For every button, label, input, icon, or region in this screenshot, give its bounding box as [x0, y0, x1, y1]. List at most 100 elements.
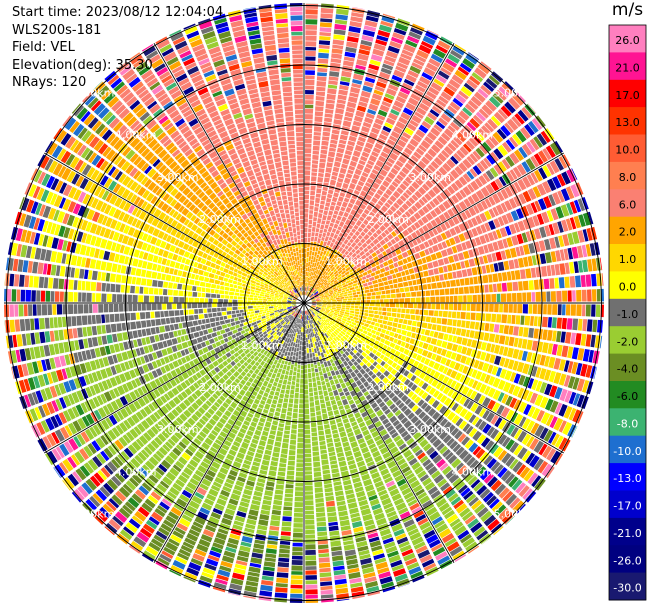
gate — [349, 416, 356, 423]
gate — [172, 464, 182, 473]
gate — [374, 193, 381, 200]
gate — [172, 530, 184, 539]
gate — [521, 350, 528, 362]
gate — [139, 527, 152, 538]
gate — [426, 432, 435, 441]
gate — [346, 36, 359, 43]
gate — [452, 443, 462, 453]
gate — [304, 223, 308, 227]
gate — [309, 250, 312, 256]
gate — [513, 258, 519, 269]
gate — [306, 310, 309, 316]
gate — [306, 291, 308, 296]
gate — [549, 278, 555, 289]
gate — [415, 514, 427, 523]
gate — [443, 333, 449, 341]
gate — [141, 502, 153, 513]
gate — [305, 267, 308, 272]
gate — [314, 203, 320, 207]
gate — [304, 291, 306, 295]
gate — [378, 307, 382, 311]
gate — [319, 316, 324, 320]
gate — [304, 194, 310, 200]
gate — [474, 178, 483, 188]
gate — [411, 231, 418, 239]
gate — [401, 82, 413, 91]
gate — [421, 382, 429, 390]
gate — [455, 372, 462, 381]
gate — [316, 287, 321, 292]
gate — [379, 493, 390, 501]
gate — [474, 331, 480, 340]
ray — [310, 308, 537, 503]
gate — [397, 139, 407, 148]
gate — [219, 431, 228, 438]
gate — [288, 403, 293, 408]
gate — [177, 428, 186, 436]
gate — [216, 574, 229, 582]
gate — [295, 315, 299, 320]
gate — [297, 437, 304, 443]
gate — [450, 121, 460, 131]
gate — [391, 395, 400, 403]
gate — [380, 303, 385, 307]
gate — [358, 159, 366, 166]
gate — [331, 175, 338, 181]
gate — [550, 251, 557, 263]
gate — [494, 304, 499, 313]
gate — [156, 483, 168, 493]
gate — [309, 314, 312, 320]
gate — [382, 243, 389, 250]
gate — [395, 423, 403, 431]
gate — [215, 578, 228, 585]
gate — [369, 337, 376, 343]
gate — [341, 307, 345, 310]
gate — [354, 285, 359, 289]
gate — [297, 428, 304, 433]
gate — [205, 524, 216, 533]
gate — [511, 116, 522, 128]
gate — [452, 271, 457, 279]
gate — [284, 497, 293, 502]
gate — [442, 485, 453, 495]
gate — [304, 424, 310, 430]
gate — [366, 292, 372, 296]
gate — [164, 426, 174, 436]
gate — [67, 473, 79, 487]
gate — [161, 459, 172, 470]
gate — [262, 373, 267, 379]
gate — [297, 339, 300, 343]
gate — [563, 375, 571, 387]
gate — [356, 391, 363, 398]
gate — [333, 192, 339, 198]
gate — [558, 359, 566, 371]
gate — [295, 338, 299, 344]
gate — [192, 374, 199, 382]
gate — [328, 328, 333, 333]
gate — [345, 427, 353, 434]
gate — [323, 279, 327, 283]
gate — [358, 549, 370, 556]
gate — [382, 537, 394, 545]
gate — [482, 172, 491, 183]
gate — [467, 219, 474, 228]
gate — [305, 589, 318, 595]
gate — [416, 435, 425, 444]
gate — [347, 326, 352, 330]
gate — [407, 412, 415, 420]
gate — [458, 364, 465, 373]
gate — [282, 516, 292, 522]
gate — [304, 369, 308, 373]
gate — [438, 213, 447, 223]
gate — [246, 364, 253, 370]
gate — [197, 511, 208, 520]
gate — [445, 239, 451, 247]
gate — [537, 198, 547, 211]
gate — [334, 490, 344, 497]
gate — [417, 399, 425, 407]
gate — [326, 318, 331, 322]
gate — [368, 211, 375, 218]
gate — [103, 447, 114, 459]
gate — [430, 82, 443, 92]
gate — [153, 534, 166, 544]
